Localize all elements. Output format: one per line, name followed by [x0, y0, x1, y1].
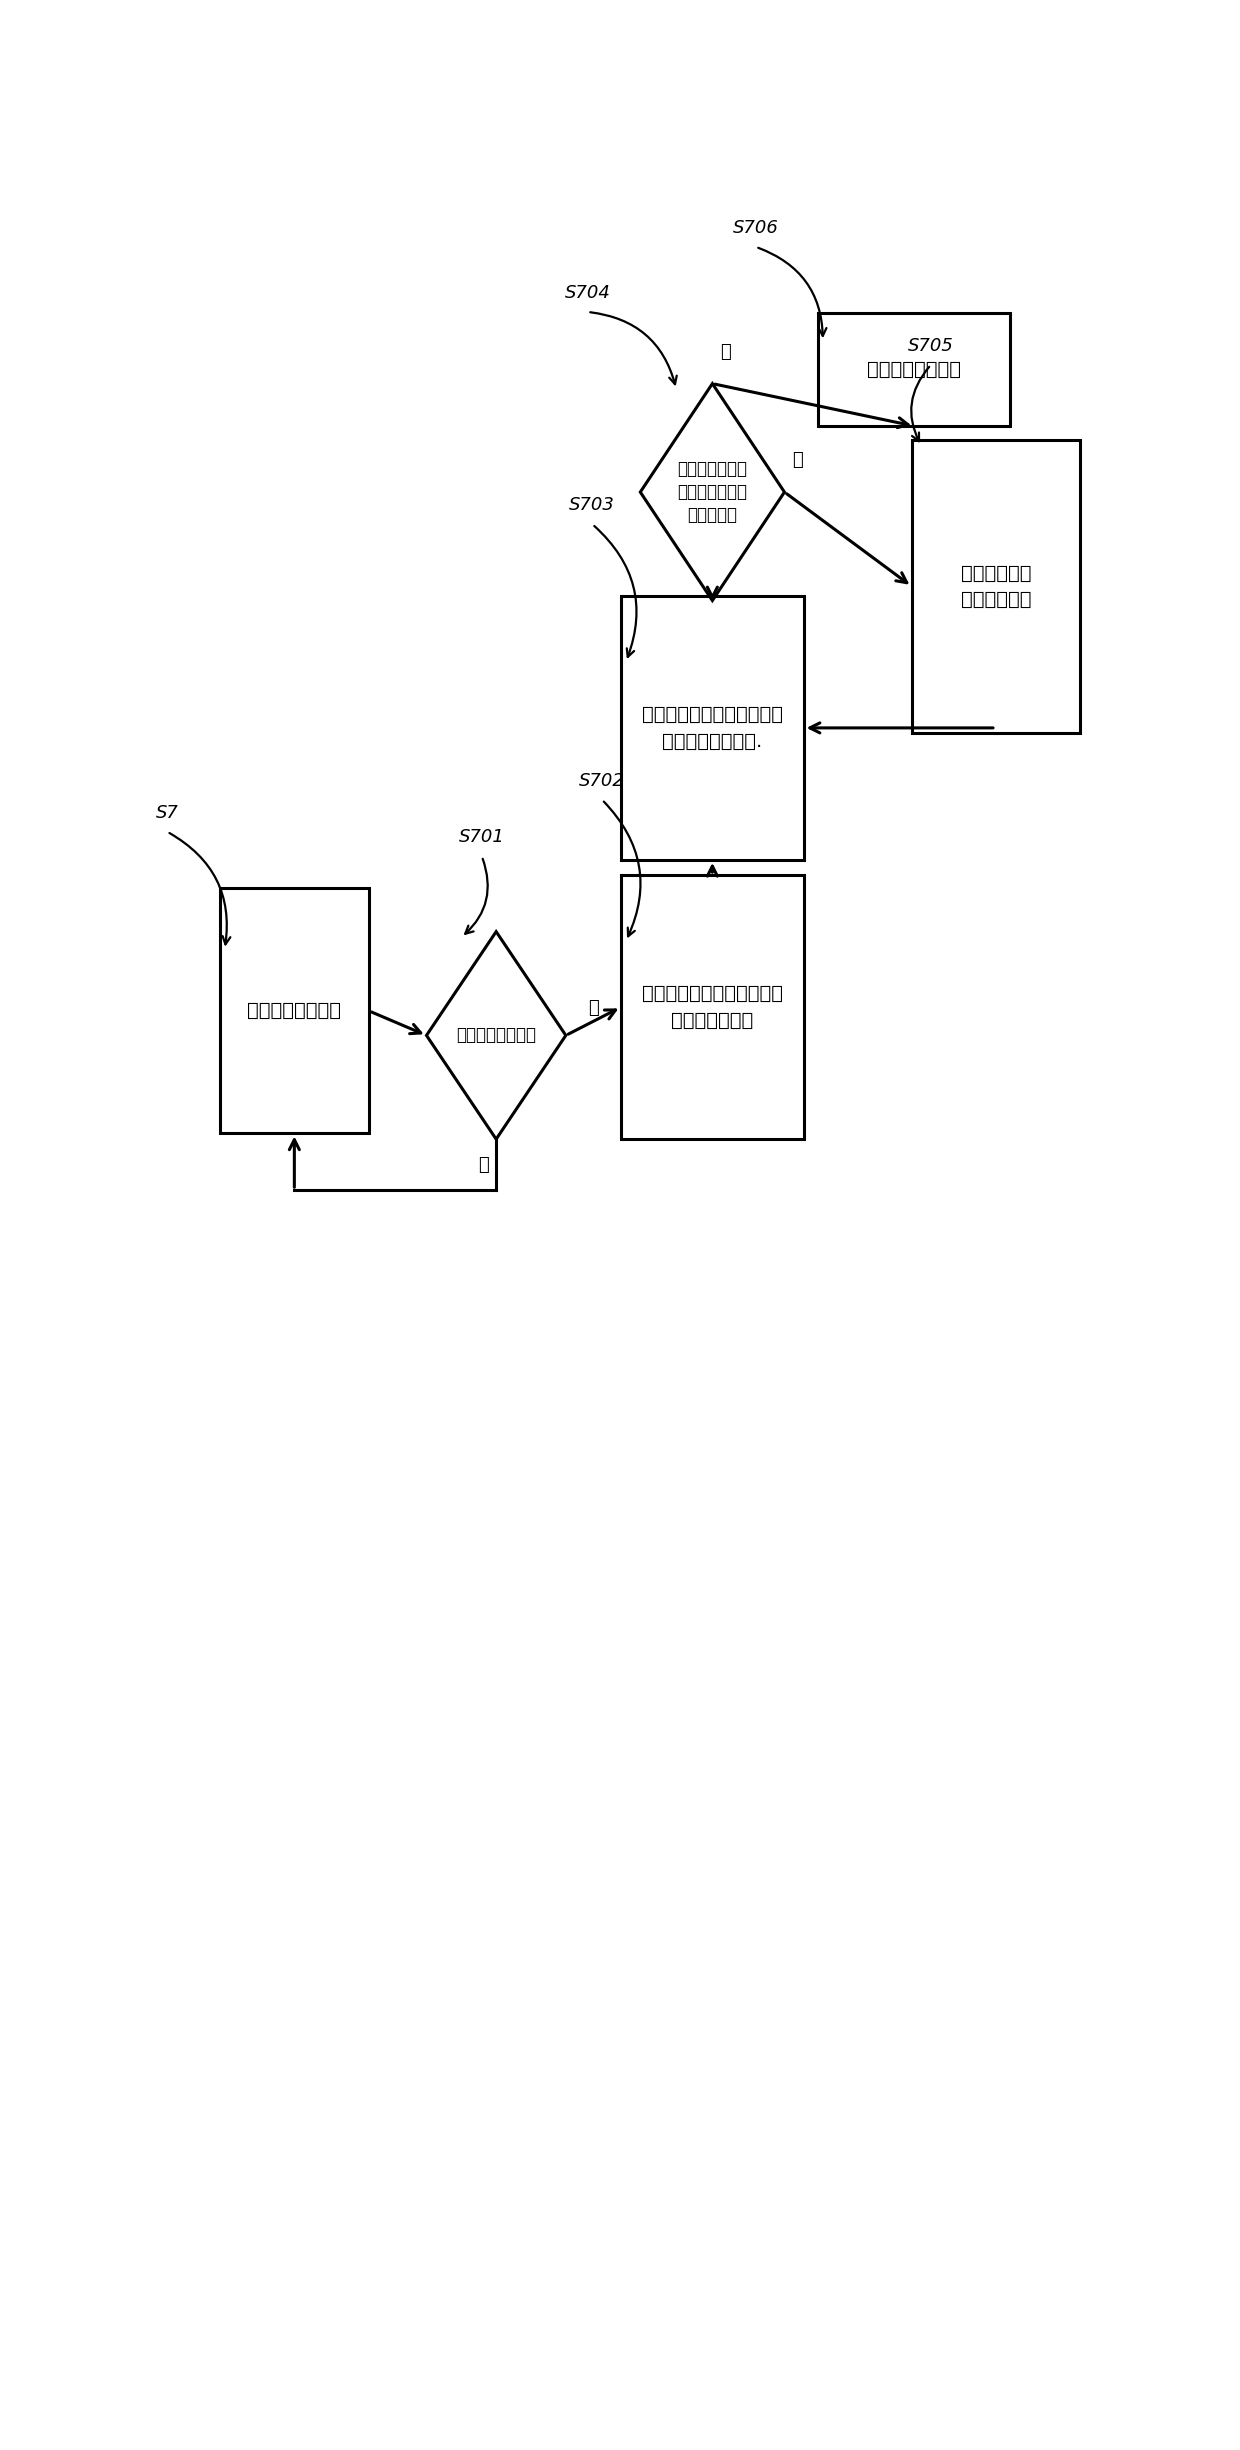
Bar [911, 441, 1080, 733]
Text: 检查故障是否消失: 检查故障是否消失 [456, 1027, 536, 1044]
Text: 是: 是 [588, 1000, 599, 1017]
Text: S704: S704 [564, 284, 610, 301]
Bar [219, 889, 368, 1134]
Text: 否: 否 [792, 451, 802, 470]
Bar [818, 314, 1011, 426]
Text: S703: S703 [569, 497, 615, 514]
Bar [621, 875, 804, 1139]
Text: S7: S7 [155, 804, 179, 821]
Text: S706: S706 [733, 218, 779, 238]
Text: S702: S702 [579, 772, 625, 789]
Bar [621, 595, 804, 860]
Text: 确定替代策略退出: 确定替代策略退出 [247, 1002, 341, 1019]
Text: 触发防反跳的结
束，判断是否满
足退出条件: 触发防反跳的结 束，判断是否满 足退出条件 [677, 461, 748, 524]
Text: 在防反跳时间内，不会取消
故障替代策略替代.: 在防反跳时间内，不会取消 故障替代策略替代. [642, 706, 782, 750]
Polygon shape [640, 385, 785, 600]
Text: 继续执行故障
替代策略替代: 继续执行故障 替代策略替代 [961, 564, 1032, 610]
Text: 否: 否 [477, 1156, 489, 1174]
Text: 退出故障替代策略: 退出故障替代策略 [867, 360, 961, 380]
Text: S701: S701 [459, 828, 505, 845]
Text: 是: 是 [720, 343, 730, 360]
Polygon shape [427, 931, 565, 1139]
Text: S705: S705 [908, 338, 954, 355]
Text: 确定替代策略执行时间超过
故障防反跳时间: 确定替代策略执行时间超过 故障防反跳时间 [642, 985, 782, 1029]
